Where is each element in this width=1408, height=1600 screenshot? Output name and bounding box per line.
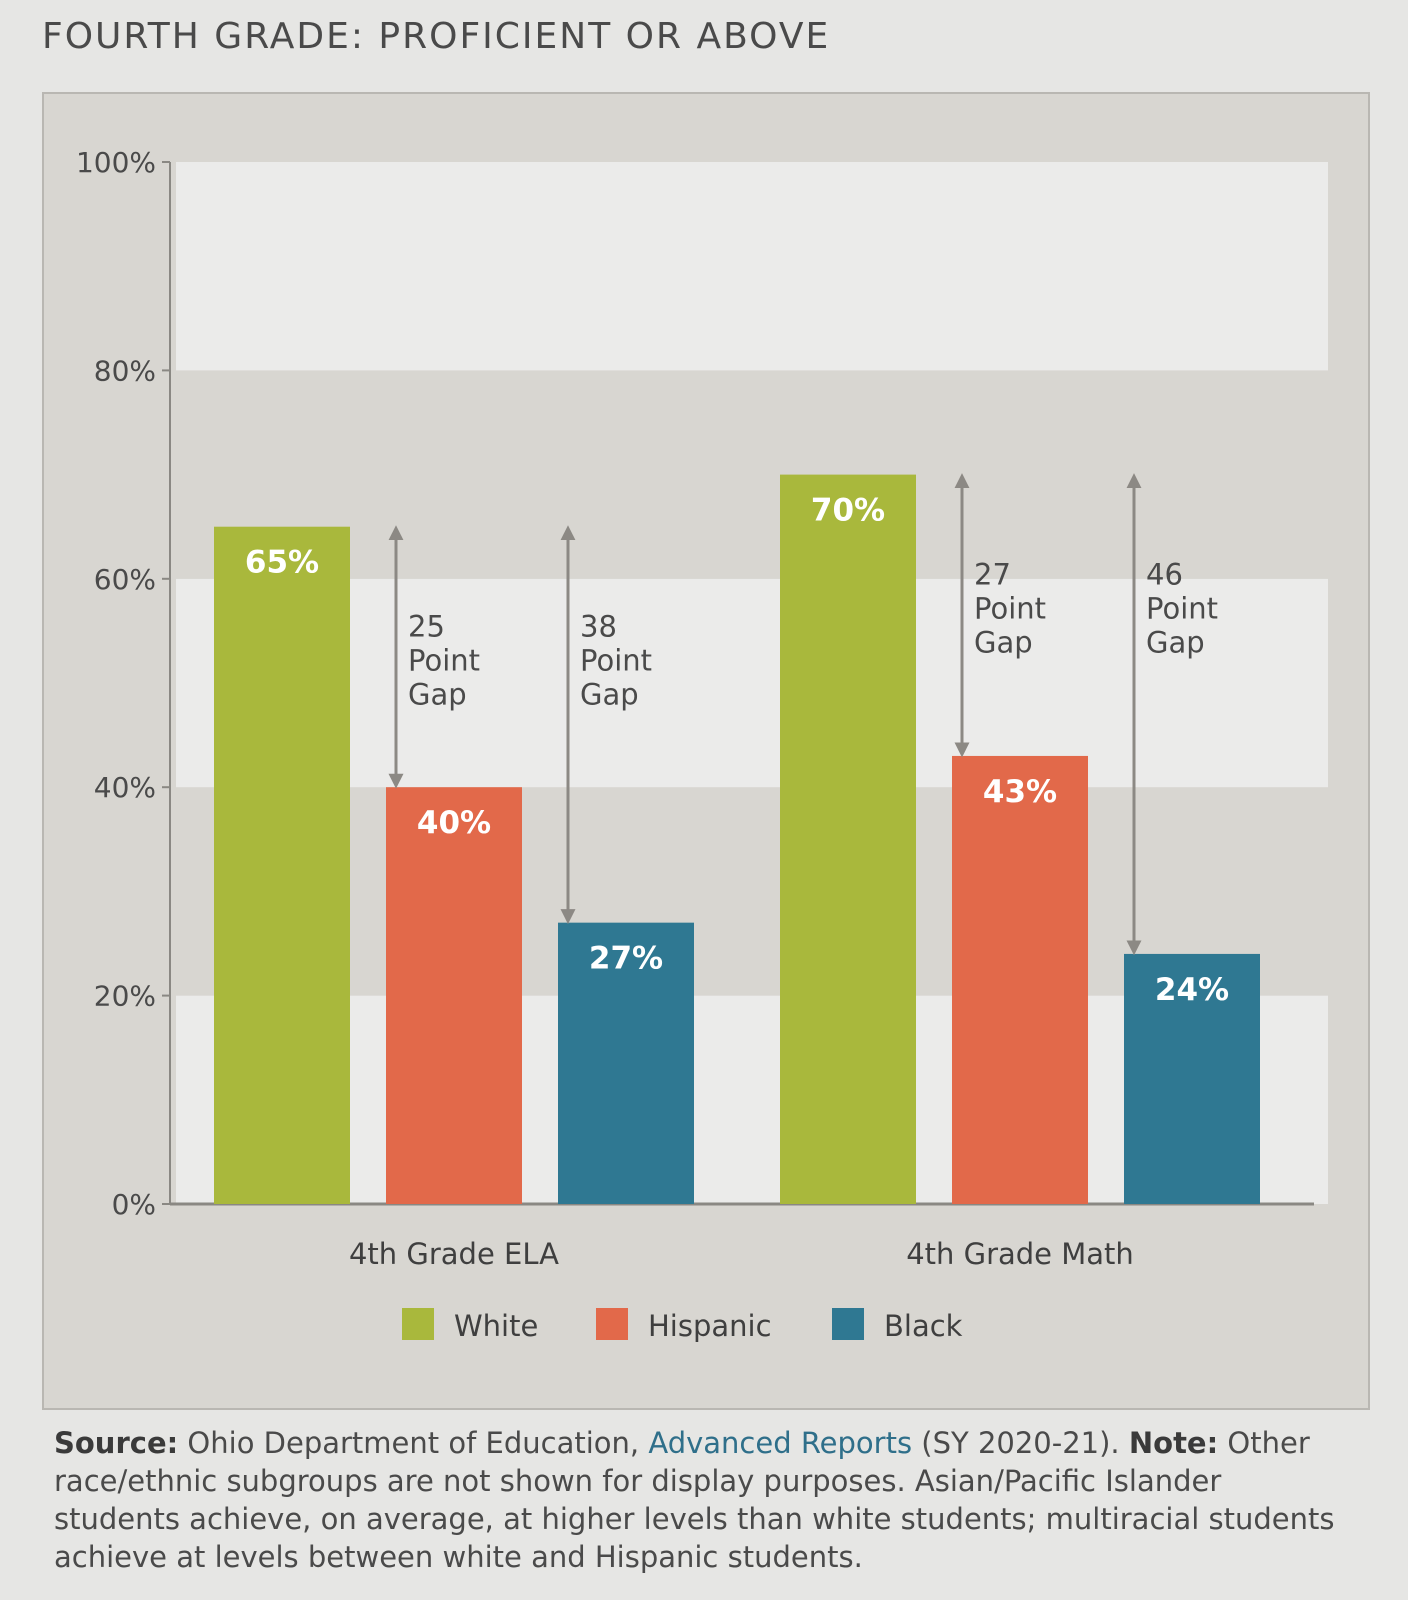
bar-white — [214, 526, 350, 1204]
gap-label: Point — [1146, 592, 1218, 626]
bar-value-label: 43% — [983, 774, 1057, 810]
y-tick-label: 40% — [94, 771, 156, 804]
bar-value-label: 65% — [245, 545, 319, 581]
legend-label: Hispanic — [648, 1309, 772, 1343]
bar-chart: 0% 20% 40% 60% 80% 100% 65% 40% 27% 4th Grade ELA… — [76, 146, 1328, 1343]
y-tick-label: 20% — [94, 980, 156, 1013]
bar-white — [780, 474, 916, 1205]
source-text: Ohio Department of Education, — [178, 1426, 649, 1460]
note-label: Note: — [1128, 1426, 1219, 1460]
category-label: 4th Grade Math — [906, 1237, 1134, 1271]
legend-swatch-white — [402, 1308, 434, 1340]
bar-value-label: 70% — [811, 493, 885, 529]
gap-label: Gap — [1146, 626, 1205, 660]
legend-swatch-hispanic — [596, 1308, 628, 1340]
bar-value-label: 24% — [1155, 972, 1229, 1008]
y-tick-label: 80% — [94, 354, 156, 387]
bar-hispanic — [952, 755, 1088, 1204]
advanced-reports-link[interactable]: Advanced Reports — [648, 1426, 913, 1460]
source-note: Source: Ohio Department of Education, Ad… — [54, 1424, 1354, 1576]
category-label: 4th Grade ELA — [349, 1237, 559, 1271]
bar-value-label: 40% — [417, 805, 491, 841]
y-tick-label: 100% — [76, 146, 156, 179]
y-tick-label: 0% — [112, 1188, 156, 1221]
chart-frame: 0% 20% 40% 60% 80% 100% 65% 40% 27% 4th Grade ELA… — [42, 92, 1370, 1410]
bar-black — [558, 922, 694, 1204]
gap-label: 38 — [580, 610, 617, 644]
bar-black — [1124, 953, 1260, 1204]
gap-label: Gap — [408, 678, 467, 712]
gap-label: 27 — [974, 558, 1011, 592]
source-year: (SY 2020-21). — [912, 1426, 1129, 1460]
gap-label: Point — [580, 644, 652, 678]
gap-label: 25 — [408, 610, 445, 644]
legend-label: Black — [884, 1309, 963, 1343]
legend-label: White — [454, 1309, 538, 1343]
gap-label: Gap — [974, 626, 1033, 660]
gap-label: Point — [408, 644, 480, 678]
page-title: FOURTH GRADE: PROFICIENT OR ABOVE — [42, 16, 831, 57]
y-tick-label: 60% — [94, 563, 156, 596]
bar-value-label: 27% — [589, 941, 663, 977]
gap-label: Point — [974, 592, 1046, 626]
source-label: Source: — [54, 1426, 179, 1460]
note-text: Other race/ethnic subgroups are not show… — [54, 1426, 1335, 1574]
gap-label: 46 — [1146, 558, 1183, 592]
gap-label: Gap — [580, 678, 639, 712]
background-band — [176, 162, 1328, 371]
legend-swatch-black — [832, 1308, 864, 1340]
bar-hispanic — [386, 787, 522, 1204]
